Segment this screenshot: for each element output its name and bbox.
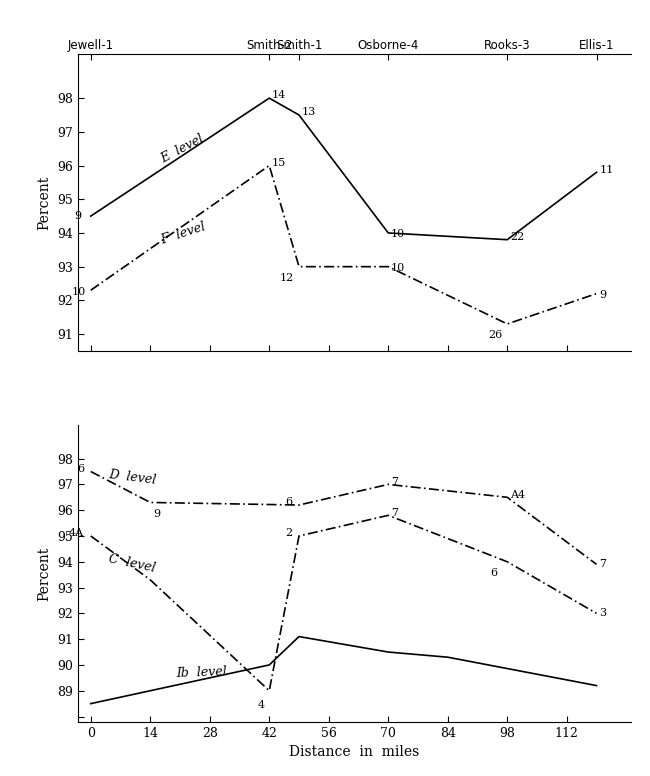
Text: A4: A4 [510, 490, 525, 500]
Text: 11: 11 [599, 165, 614, 175]
Text: 9: 9 [74, 211, 81, 221]
Text: 26: 26 [488, 330, 502, 340]
Text: 14: 14 [272, 90, 286, 100]
Text: Ib  level: Ib level [176, 666, 227, 681]
Y-axis label: Percent: Percent [38, 546, 52, 601]
Text: 3: 3 [599, 608, 606, 618]
Text: 7: 7 [391, 476, 398, 487]
Text: 22: 22 [510, 232, 525, 242]
Text: 13: 13 [302, 107, 316, 117]
X-axis label: Distance  in  miles: Distance in miles [289, 745, 419, 759]
Text: 10: 10 [391, 230, 406, 239]
Text: 4: 4 [258, 700, 265, 709]
Text: 12: 12 [280, 273, 294, 282]
Text: 6: 6 [491, 568, 498, 578]
Text: 7: 7 [391, 508, 398, 518]
Text: 9: 9 [599, 290, 606, 300]
Text: 10: 10 [391, 263, 406, 273]
Text: E  level: E level [159, 132, 206, 165]
Text: 9: 9 [153, 508, 160, 518]
Text: 2: 2 [285, 528, 293, 539]
Text: 10: 10 [72, 286, 86, 296]
Text: D  level: D level [108, 468, 157, 487]
Text: 6: 6 [77, 464, 84, 473]
Text: 7: 7 [599, 559, 606, 570]
Y-axis label: Percent: Percent [38, 175, 52, 230]
Text: F  level: F level [159, 220, 207, 247]
Text: C  level: C level [108, 552, 157, 575]
Text: 6: 6 [285, 497, 293, 508]
Text: 15: 15 [272, 158, 286, 168]
Text: 4A: 4A [68, 528, 84, 539]
